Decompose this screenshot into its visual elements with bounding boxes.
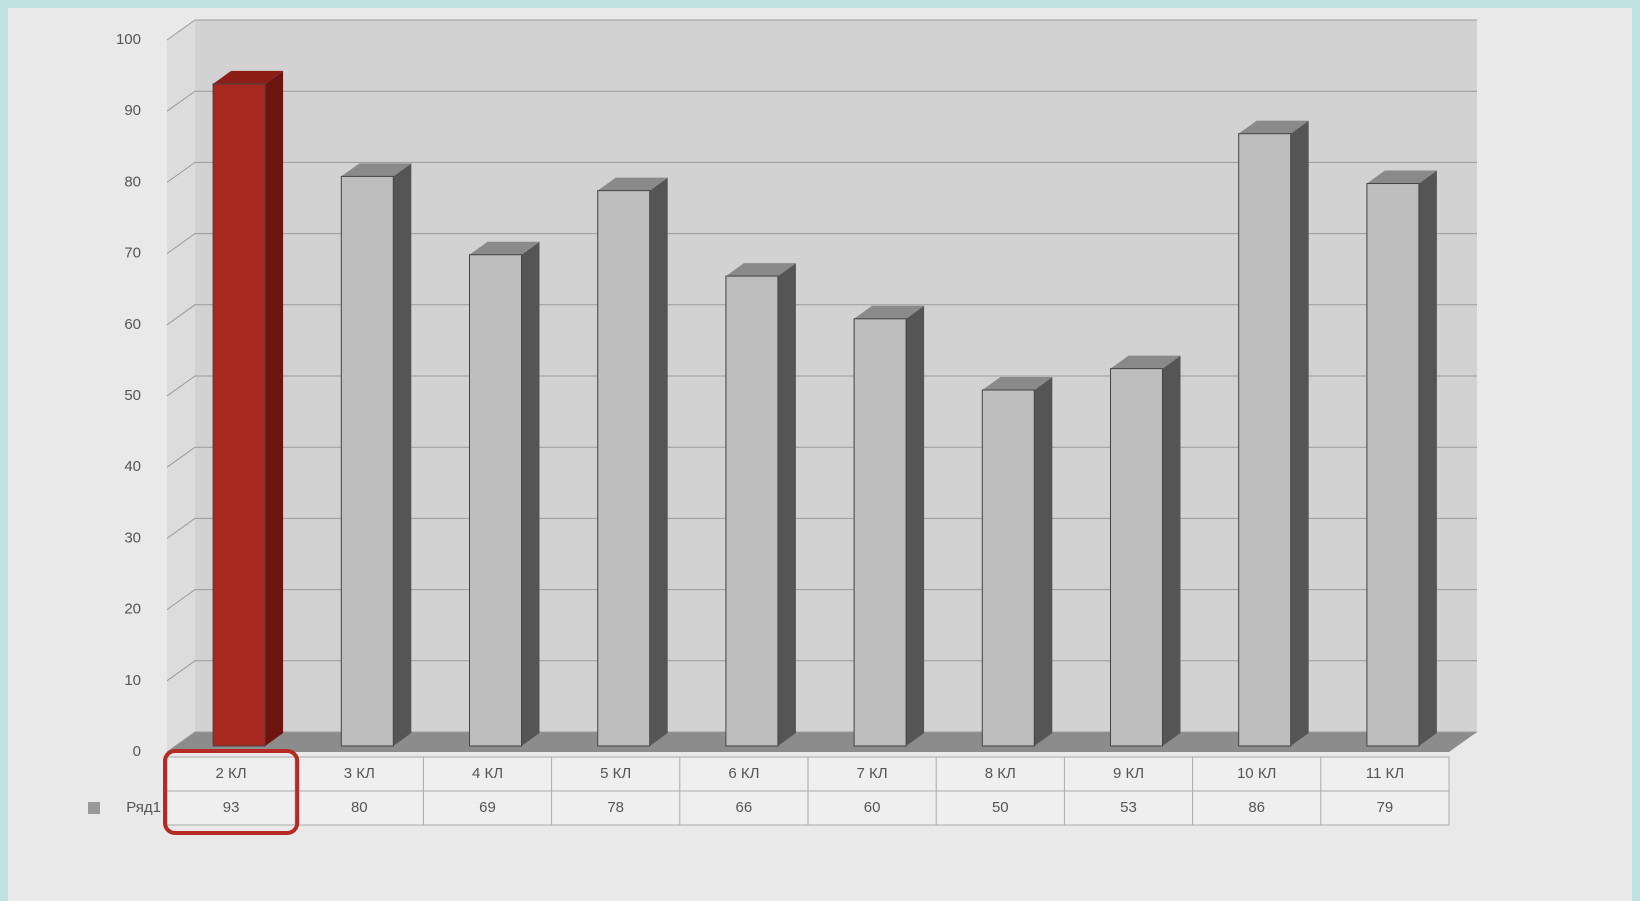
x-tick-label: 8 КЛ <box>985 765 1016 782</box>
highlight-circle <box>163 749 300 835</box>
x-tick-label: 3 КЛ <box>344 765 375 782</box>
x-tick-label: 9 КЛ <box>1113 765 1144 782</box>
legend-label: Ряд1 <box>126 799 161 816</box>
data-label: 66 <box>736 799 753 816</box>
bar <box>212 83 266 747</box>
bar-top <box>982 377 1053 390</box>
bar-top <box>341 163 412 177</box>
bar <box>597 190 651 747</box>
data-label: 53 <box>1120 799 1137 816</box>
bar <box>1238 133 1292 747</box>
y-tick-label: 60 <box>124 316 141 333</box>
bar-side <box>1290 120 1309 747</box>
bar-side <box>1034 377 1053 746</box>
grid-line <box>166 19 1477 41</box>
bar <box>340 175 394 747</box>
y-tick-label: 40 <box>124 458 141 475</box>
grid-line <box>166 233 1477 255</box>
data-label: 79 <box>1377 799 1394 816</box>
data-label: 50 <box>992 799 1009 816</box>
grid-line <box>166 304 1477 326</box>
bar <box>1110 368 1163 747</box>
bar-top <box>1366 170 1437 184</box>
x-tick-label: 10 КЛ <box>1237 765 1276 782</box>
bar-side <box>1418 170 1437 746</box>
grid-line <box>166 375 1477 397</box>
x-tick-label: 6 КЛ <box>728 765 759 782</box>
bar-side <box>521 241 540 746</box>
bar-top <box>469 241 540 255</box>
y-tick-label: 10 <box>124 672 141 689</box>
bar-top <box>1110 355 1181 369</box>
bar <box>469 254 522 747</box>
bar <box>853 318 907 747</box>
x-tick-label: 5 КЛ <box>600 765 631 782</box>
bar-side <box>777 263 796 746</box>
bar <box>981 389 1035 747</box>
bar-top <box>213 70 284 84</box>
data-label: 80 <box>351 799 368 816</box>
bar-top <box>854 305 925 319</box>
y-tick-label: 100 <box>116 31 141 48</box>
y-tick-label: 70 <box>124 245 141 262</box>
bar-top <box>1238 120 1309 134</box>
y-tick-label: 50 <box>124 387 141 404</box>
data-label: 78 <box>607 799 624 816</box>
x-tick-label: 11 КЛ <box>1366 765 1404 782</box>
bar-side <box>393 163 412 746</box>
y-tick-label: 90 <box>124 102 141 119</box>
data-label: 86 <box>1248 799 1265 816</box>
data-label: 93 <box>223 799 240 816</box>
grid-line <box>166 161 1477 183</box>
grid-line <box>166 90 1477 112</box>
x-tick-label: 4 КЛ <box>472 765 503 782</box>
bar-top <box>725 263 796 277</box>
bar <box>725 275 779 747</box>
data-label: 60 <box>864 799 881 816</box>
bar-side <box>1162 355 1181 746</box>
bar-side <box>906 305 925 746</box>
bar-side <box>265 70 284 747</box>
bar-top <box>597 177 668 191</box>
y-tick-label: 0 <box>133 743 141 760</box>
x-tick-label: 2 КЛ <box>216 765 247 782</box>
bar-side <box>649 177 668 746</box>
x-tick-label: 7 КЛ <box>857 765 888 782</box>
y-tick-label: 30 <box>124 529 141 546</box>
data-label: 69 <box>479 799 496 816</box>
y-tick-label: 20 <box>124 601 141 618</box>
y-tick-label: 80 <box>124 173 141 190</box>
legend-key <box>88 802 100 814</box>
bar <box>1366 183 1420 747</box>
